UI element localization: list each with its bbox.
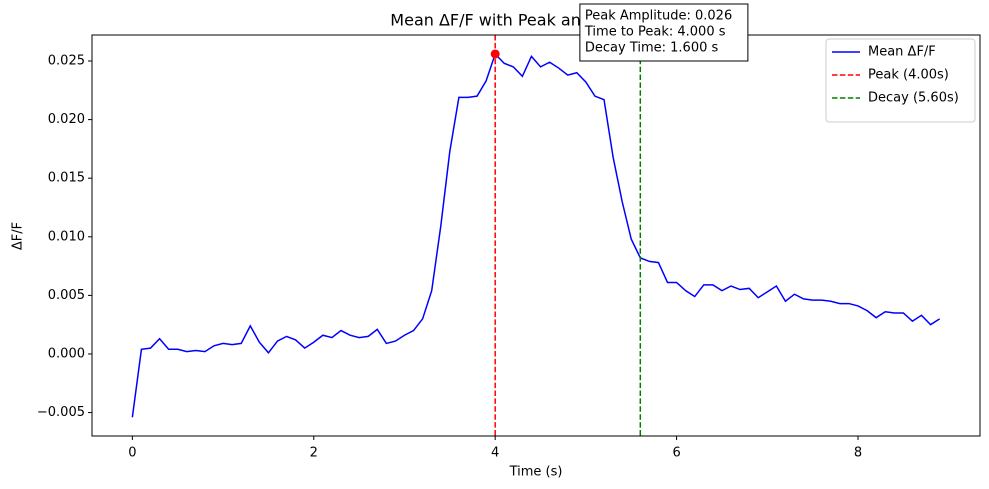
x-tick-label: 6 bbox=[672, 446, 680, 461]
y-tick-label: 0.015 bbox=[48, 171, 85, 186]
data-line bbox=[131, 52, 941, 418]
y-axis-label: ΔF/F bbox=[11, 222, 26, 250]
legend-box bbox=[825, 38, 976, 123]
x-tick-label: 2 bbox=[310, 446, 318, 461]
annotation-text: Peak Amplitude: 0.026 bbox=[585, 9, 732, 24]
x-tick-label: 0 bbox=[128, 446, 136, 461]
y-tick-label: 0.000 bbox=[48, 346, 85, 361]
x-tick-label: 8 bbox=[854, 446, 862, 461]
annotation-text: Time to Peak: 4.000 s bbox=[584, 25, 726, 40]
x-axis-label: Time (s) bbox=[509, 465, 563, 480]
legend-label: Mean ΔF/F bbox=[868, 45, 936, 60]
legend-label: Peak (4.00s) bbox=[868, 68, 949, 83]
y-tick-label: 0.010 bbox=[48, 229, 85, 244]
x-tick-label: 4 bbox=[491, 446, 499, 461]
y-tick-label: 0.025 bbox=[48, 54, 85, 69]
legend-label: Decay (5.60s) bbox=[868, 91, 959, 106]
annotation-text: Decay Time: 1.600 s bbox=[585, 41, 719, 56]
annotation-box bbox=[579, 3, 749, 62]
axes-frame bbox=[91, 34, 981, 437]
peak-marker bbox=[490, 49, 500, 59]
y-tick-label: 0.020 bbox=[48, 112, 85, 127]
y-tick-label: 0.005 bbox=[48, 288, 85, 303]
y-tick-label: −0.005 bbox=[37, 405, 85, 420]
